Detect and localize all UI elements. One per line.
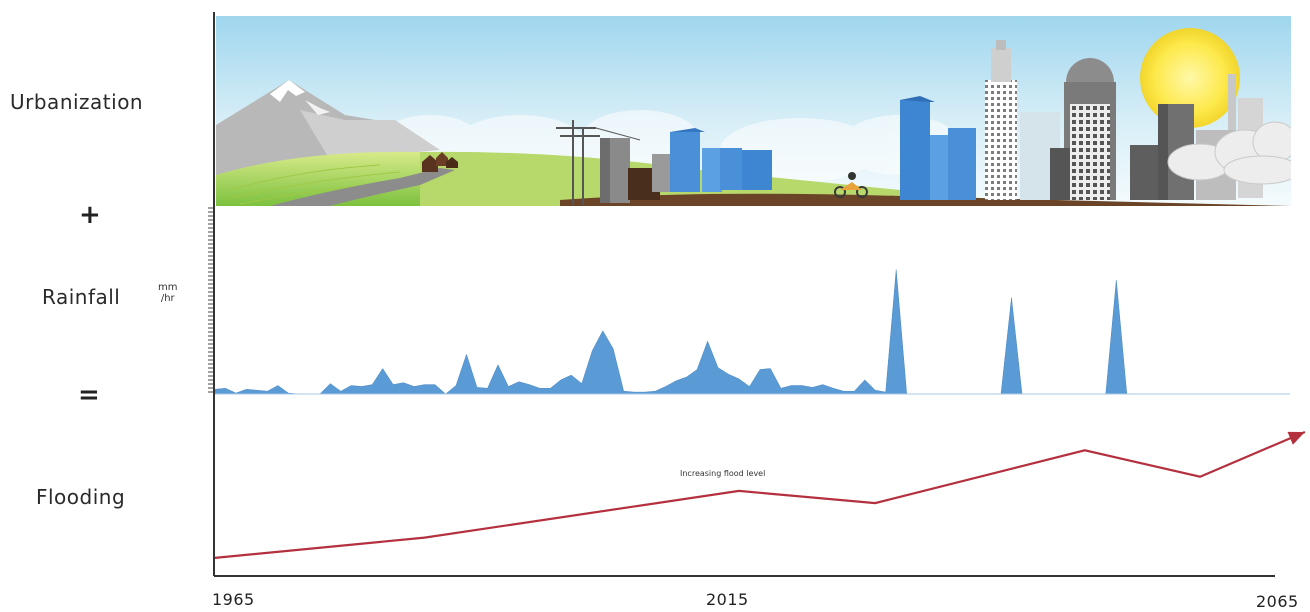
year-tick-2015: 2015 <box>706 590 749 609</box>
building-small <box>600 138 672 203</box>
rainfall-label: Rainfall <box>42 285 121 309</box>
cloud-icon <box>1167 121 1291 185</box>
flood-annotation: Increasing flood level <box>680 469 765 478</box>
equals-operator: = <box>78 380 100 410</box>
flooding-chart <box>214 430 1306 559</box>
motorcycle-icon <box>834 172 868 198</box>
plus-operator: + <box>79 200 101 230</box>
house-icon <box>422 152 458 172</box>
power-pole-icon <box>556 120 641 205</box>
year-tick-2065: 2065 <box>1256 592 1299 611</box>
rainfall-chart <box>214 269 1290 395</box>
skyscraper-icon <box>670 128 772 192</box>
flood-arrowhead <box>1287 431 1305 445</box>
flooding-label: Flooding <box>36 485 126 509</box>
flood-line <box>214 430 1306 559</box>
sun-icon <box>1140 28 1240 128</box>
rainfall-unit-bottom: /hr <box>160 293 175 304</box>
rainfall-unit: mm /hr <box>158 282 177 304</box>
year-tick-1965: 1965 <box>212 590 255 609</box>
rainfall-unit-top: mm <box>158 282 178 293</box>
city-skyline <box>900 40 1263 200</box>
urbanization-scene <box>216 16 1291 206</box>
rainfall-area <box>214 269 1263 395</box>
urbanization-label: Urbanization <box>10 90 144 114</box>
